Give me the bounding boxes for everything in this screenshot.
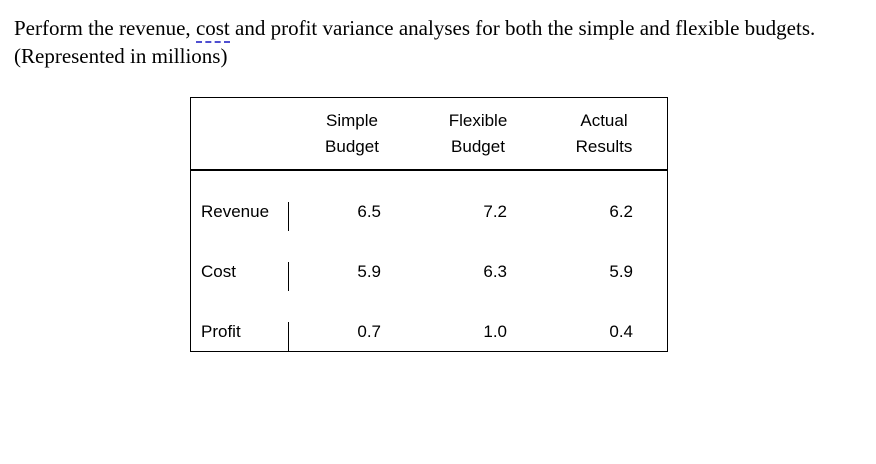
cell-profit-flexible: 1.0	[483, 321, 507, 341]
table-header-simple-budget: Simple Budget	[289, 98, 415, 169]
cell-revenue-actual: 6.2	[609, 201, 633, 221]
table-header-actual-results: Actual Results	[541, 98, 667, 169]
row-label: Cost	[191, 261, 289, 291]
table-header-flexible-budget: Flexible Budget	[415, 98, 541, 169]
header-line: Simple	[326, 111, 378, 130]
question-part-1: Perform the revenue,	[14, 16, 196, 40]
header-line: Budget	[451, 137, 505, 157]
table-row-revenue: Revenue 6.5 7.2 6.2	[191, 171, 667, 231]
cell-profit-actual: 0.4	[609, 321, 633, 341]
table-body: Revenue 6.5 7.2 6.2 Cost 5.9 6.3 5.9 Pro…	[191, 171, 667, 351]
header-line: Results	[575, 137, 633, 157]
table-header-row: Simple Budget Flexible Budget Actual Res…	[191, 98, 667, 171]
table-row-profit: Profit 0.7 1.0 0.4	[191, 291, 667, 351]
budget-table: Simple Budget Flexible Budget Actual Res…	[190, 97, 668, 352]
cell-cost-simple: 5.9	[357, 261, 381, 281]
row-label: Revenue	[191, 201, 289, 231]
cell-cost-flexible: 6.3	[483, 261, 507, 281]
header-line: Flexible	[448, 111, 508, 130]
row-label: Profit	[191, 321, 289, 351]
cell-revenue-simple: 6.5	[357, 201, 381, 221]
cell-revenue-flexible: 7.2	[483, 201, 507, 221]
question-text: Perform the revenue, cost and profit var…	[14, 14, 858, 71]
cell-profit-simple: 0.7	[357, 321, 381, 341]
spellcheck-underlined-word: cost	[195, 16, 230, 43]
cell-cost-actual: 5.9	[609, 261, 633, 281]
header-line: Budget	[325, 137, 379, 157]
table-header-empty-cell	[191, 98, 289, 169]
question-part-2: and profit variance analyses for both th…	[14, 16, 816, 69]
header-line: Actual	[580, 111, 628, 130]
table-row-cost: Cost 5.9 6.3 5.9	[191, 231, 667, 291]
